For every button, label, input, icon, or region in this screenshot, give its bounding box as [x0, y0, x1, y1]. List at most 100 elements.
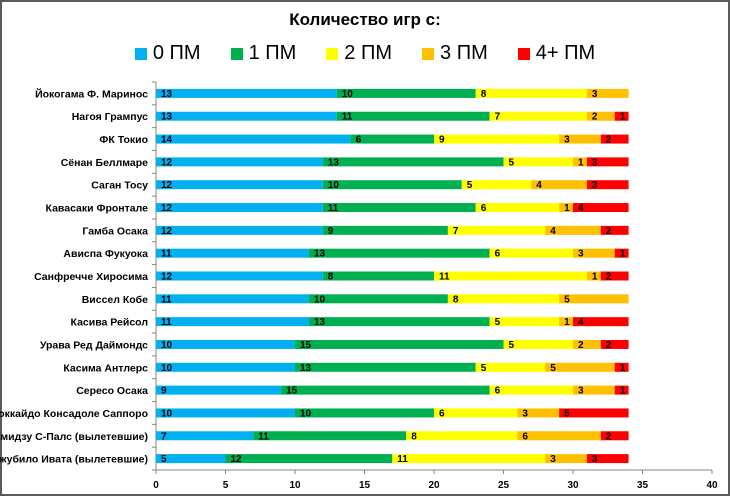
data-label: 5 [161, 454, 167, 465]
data-label: 2 [606, 135, 612, 146]
data-label: 1 [620, 363, 626, 374]
bar-segment [573, 248, 615, 258]
bar-segment [489, 317, 560, 327]
bar-segment [281, 385, 490, 395]
bar-segment [336, 111, 490, 121]
bar-segment [489, 385, 573, 395]
data-label: 3 [592, 454, 598, 465]
data-label: 13 [314, 317, 326, 328]
x-tick-label: 35 [637, 480, 649, 491]
data-label: 11 [328, 203, 339, 214]
data-label: 5 [564, 294, 570, 305]
bar-segment [489, 111, 587, 121]
legend-label: 2 ПМ [344, 42, 393, 64]
data-label: 8 [328, 272, 334, 283]
data-label: 3 [522, 408, 528, 419]
category-label: Касива Рейсол [71, 317, 148, 329]
data-label: 13 [314, 249, 326, 260]
data-label: 5 [564, 408, 570, 419]
bar-segment [156, 385, 282, 395]
category-label: Саган Тосу [91, 180, 148, 192]
bar-segment [517, 431, 601, 441]
category-label: Кавасаки Фронтале [46, 203, 149, 215]
legend-swatch [134, 47, 147, 60]
data-label: 7 [453, 226, 459, 237]
bar-segment [586, 111, 615, 121]
data-label: 11 [439, 272, 450, 283]
data-label: 9 [161, 386, 167, 397]
data-label: 6 [495, 386, 501, 397]
bar-segment [350, 134, 434, 144]
bar-segment [614, 385, 629, 395]
bar-segment [156, 111, 337, 121]
data-label: 5 [509, 157, 515, 168]
legend-item: 2 ПМ [326, 42, 392, 65]
data-label: 3 [592, 89, 598, 100]
legend-item: 0 ПМ [134, 42, 201, 65]
bar-segment [600, 225, 629, 235]
data-label: 10 [161, 363, 173, 374]
data-label: 2 [606, 272, 612, 283]
bar-segment [600, 431, 629, 441]
legend-label: 1 ПМ [248, 42, 297, 64]
data-label: 8 [411, 431, 417, 442]
bar-segment [295, 362, 476, 372]
bar-segment [392, 454, 546, 464]
data-label: 12 [161, 226, 173, 237]
bar-segment [586, 180, 629, 190]
bar-segment [434, 408, 518, 418]
category-label: Урава Ред Даймондс [40, 339, 148, 351]
data-label: 6 [522, 431, 528, 442]
data-label: 6 [495, 249, 501, 260]
data-label: 12 [161, 203, 173, 214]
bar-segment [322, 203, 476, 213]
bar-segment [434, 271, 587, 281]
data-label: 4 [578, 203, 584, 214]
x-tick-label: 40 [706, 480, 718, 491]
bar-segment [531, 180, 587, 190]
bar-segment [559, 294, 629, 304]
bar-segment [295, 339, 504, 349]
bar-segment [586, 88, 629, 98]
category-label: Санфречче Хиросима [34, 271, 148, 283]
legend-swatch [517, 47, 530, 60]
bar-segment [475, 362, 546, 372]
x-tick-label: 15 [359, 480, 371, 491]
data-label: 3 [592, 157, 598, 168]
bar-segment [156, 454, 226, 464]
bar-segment [156, 248, 309, 258]
bar-segment [600, 271, 629, 281]
category-label: Нагоя Грампус [72, 111, 148, 123]
data-label: 12 [231, 454, 243, 465]
bar-segment [517, 408, 560, 418]
bar-segment [156, 134, 351, 144]
bar-segment [475, 203, 560, 213]
data-label: 2 [606, 340, 612, 351]
bar-segment [559, 203, 573, 213]
bar-segment [545, 225, 601, 235]
data-label: 2 [592, 112, 598, 123]
bar-segment [503, 157, 573, 167]
bar-segment [461, 180, 532, 190]
data-label: 1 [578, 157, 584, 168]
bar-segment [322, 225, 448, 235]
chart-title: Количество игр с: [289, 10, 441, 29]
data-label: 2 [606, 431, 612, 442]
category-label: Симидзу С-Палс (вылетевшие) [0, 431, 148, 443]
legend-item: 1 ПМ [230, 42, 297, 65]
bar-segment [489, 248, 573, 258]
bar-segment [586, 157, 629, 167]
bar-segment [573, 339, 601, 349]
data-label: 1 [620, 112, 626, 123]
bar-segment [573, 157, 587, 167]
data-label: 11 [397, 454, 408, 465]
bar-segment [586, 271, 601, 281]
x-tick-label: 5 [223, 480, 229, 491]
data-label: 1 [592, 272, 598, 283]
x-tick-label: 10 [289, 480, 301, 491]
category-label: Виссел Кобе [82, 294, 148, 306]
legend-label: 0 ПМ [152, 42, 201, 64]
bar-segment [253, 431, 407, 441]
category-label: Сересо Осака [76, 385, 148, 397]
